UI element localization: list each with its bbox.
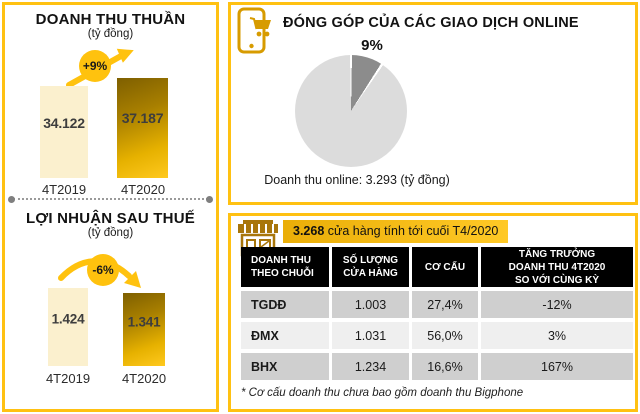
online-panel: ĐÓNG GÓP CỦA CÁC GIAO DỊCH ONLINE 9% Doa… — [228, 2, 638, 205]
dotted-divider — [8, 196, 213, 203]
bar-4t2020: 1.341 — [123, 293, 165, 366]
cell-count: 1.003 — [332, 291, 409, 318]
store-count-text: cửa hàng tính tới cuối T4/2020 — [324, 224, 499, 238]
stores-panel: 3.268 cửa hàng tính tới cuối T4/2020 DOA… — [228, 213, 638, 412]
cell-chain: ĐMX — [241, 322, 329, 349]
net-revenue-change-badge: +9% — [83, 59, 108, 73]
stores-table: DOANH THU THEO CHUỖI SỐ LƯỢNG CỬA HÀNG C… — [238, 243, 634, 384]
cell-count: 1.234 — [332, 353, 409, 380]
bar-4t2019: 1.424 — [48, 288, 88, 366]
cell-structure: 16,6% — [412, 353, 478, 380]
bar-4t2020: 37.187 — [117, 78, 168, 178]
phone-shopping-cart-icon — [237, 7, 271, 54]
store-count-value: 3.268 — [293, 224, 325, 238]
bar-value: 1.341 — [127, 314, 161, 330]
net-revenue-bar-chart: 34.122 37.187 — [35, 78, 185, 178]
bar-label-4t2019: 4T2019 — [45, 371, 91, 386]
online-pie-chart — [295, 55, 407, 167]
table-row-bhx: BHX 1.234 16,6% 167% — [241, 353, 633, 380]
header-structure: CƠ CẤU — [412, 247, 478, 287]
cell-structure: 56,0% — [412, 322, 478, 349]
divider-dot — [8, 196, 15, 203]
header-store-count: SỐ LƯỢNG CỬA HÀNG — [332, 247, 409, 287]
left-panel: DOANH THU THUẦN (tỷ đồng) +9% 34.122 37.… — [2, 2, 219, 412]
header-chain: DOANH THU THEO CHUỖI — [241, 247, 329, 287]
bar-value: 37.187 — [121, 110, 164, 126]
table-row-dmx: ĐMX 1.031 56,0% 3% — [241, 322, 633, 349]
cell-growth: -12% — [481, 291, 633, 318]
header-growth: TĂNG TRƯỞNG DOANH THU 4T2020 SO VỚI CÙNG… — [481, 247, 633, 287]
pie-slice-label: 9% — [361, 37, 383, 54]
profit-change-badge: -6% — [92, 263, 114, 277]
bar-label-4t2020: 4T2020 — [120, 182, 166, 197]
net-revenue-unit: (tỷ đồng) — [87, 28, 134, 40]
cell-chain: TGDĐ — [241, 291, 329, 318]
cell-structure: 27,4% — [412, 291, 478, 318]
cell-count: 1.031 — [332, 322, 409, 349]
net-revenue-title: DOANH THU THUẦN — [35, 11, 186, 28]
table-row-tgdd: TGDĐ 1.003 27,4% -12% — [241, 291, 633, 318]
bar-label-4t2019: 4T2019 — [41, 182, 87, 197]
online-caption: Doanh thu online: 3.293 (tỷ đồng) — [264, 173, 450, 187]
decline-arrow-down-icon: -6% — [58, 254, 141, 288]
cell-growth: 167% — [481, 353, 633, 380]
cell-chain: BHX — [241, 353, 329, 380]
bar-4t2019: 34.122 — [40, 86, 88, 178]
table-footnote: * Cơ cấu doanh thu chưa bao gồm doanh th… — [241, 387, 524, 399]
profit-title: LỢI NHUẬN SAU THUẾ — [26, 210, 195, 227]
growth-arrow-up-icon: +9% — [66, 48, 134, 88]
profit-unit: (tỷ đồng) — [87, 227, 134, 239]
bar-label-4t2020: 4T2020 — [121, 371, 167, 386]
online-title: ĐÓNG GÓP CỦA CÁC GIAO DỊCH ONLINE — [283, 15, 579, 31]
cell-growth: 3% — [481, 322, 633, 349]
divider-dot — [206, 196, 213, 203]
table-header-row: DOANH THU THEO CHUỖI SỐ LƯỢNG CỬA HÀNG C… — [241, 247, 633, 287]
bar-value: 1.424 — [51, 311, 85, 327]
bar-value: 34.122 — [43, 114, 85, 131]
profit-bar-chart: 1.424 1.341 — [43, 288, 178, 366]
store-count-banner: 3.268 cửa hàng tính tới cuối T4/2020 — [283, 220, 509, 243]
